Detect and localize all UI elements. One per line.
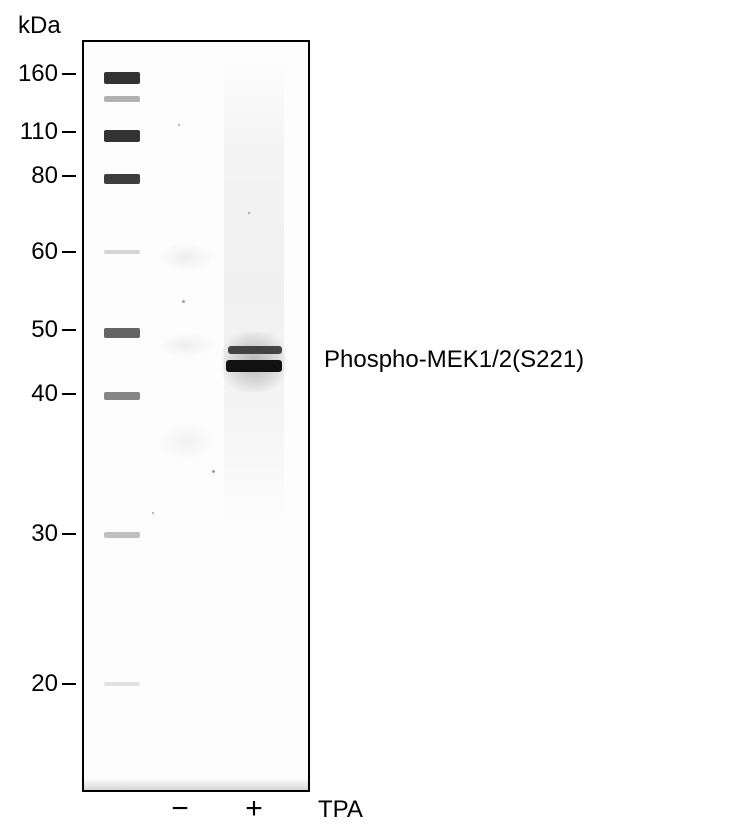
y-tick-label: 160 [6,60,58,88]
plus-lane-smear [224,62,284,522]
y-tick-label: 60 [6,238,58,266]
blot-frame [82,40,310,792]
y-tick-mark [62,251,76,253]
y-tick-mark [62,533,76,535]
y-tick-label: 30 [6,520,58,548]
speck [212,470,215,473]
ladder-band [104,130,140,142]
ladder-band [104,682,140,686]
band-annotation: Phospho-MEK1/2(S221) [324,346,584,374]
minus-lane-faint [158,332,214,358]
y-tick-label: 40 [6,380,58,408]
speck [248,212,250,214]
y-tick-mark [62,73,76,75]
minus-lane-faint [158,422,214,462]
condition-label: TPA [318,796,363,824]
y-tick-label: 50 [6,316,58,344]
ladder-band [104,250,140,254]
y-tick-mark [62,131,76,133]
minus-lane-faint [158,242,214,272]
ladder-band [104,392,140,400]
y-axis-unit-label: kDa [18,12,61,40]
speck [182,300,185,303]
y-tick-mark [62,329,76,331]
speck [178,124,180,126]
y-tick-mark [62,683,76,685]
speck [152,512,154,514]
ladder-band [104,72,140,84]
dye-front [84,778,308,790]
ladder-band [104,328,140,338]
lane-label-plus: + [234,792,274,826]
y-tick-mark [62,175,76,177]
ladder-band [104,174,140,184]
target-band-lower [226,360,282,372]
y-tick-mark [62,393,76,395]
y-tick-label: 80 [6,162,58,190]
ladder-band [104,532,140,538]
ladder-band [104,96,140,102]
target-band-upper [228,346,282,354]
lane-label-minus: − [160,792,200,826]
western-blot-figure: kDa 160 110 80 60 50 40 30 20 − + TPA Phospho-M… [0,0,750,839]
y-tick-label: 110 [6,118,58,146]
y-tick-label: 20 [6,670,58,698]
